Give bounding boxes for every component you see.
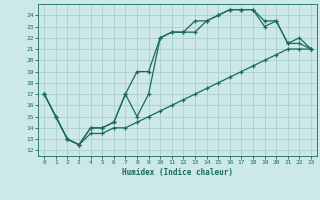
X-axis label: Humidex (Indice chaleur): Humidex (Indice chaleur): [122, 168, 233, 177]
